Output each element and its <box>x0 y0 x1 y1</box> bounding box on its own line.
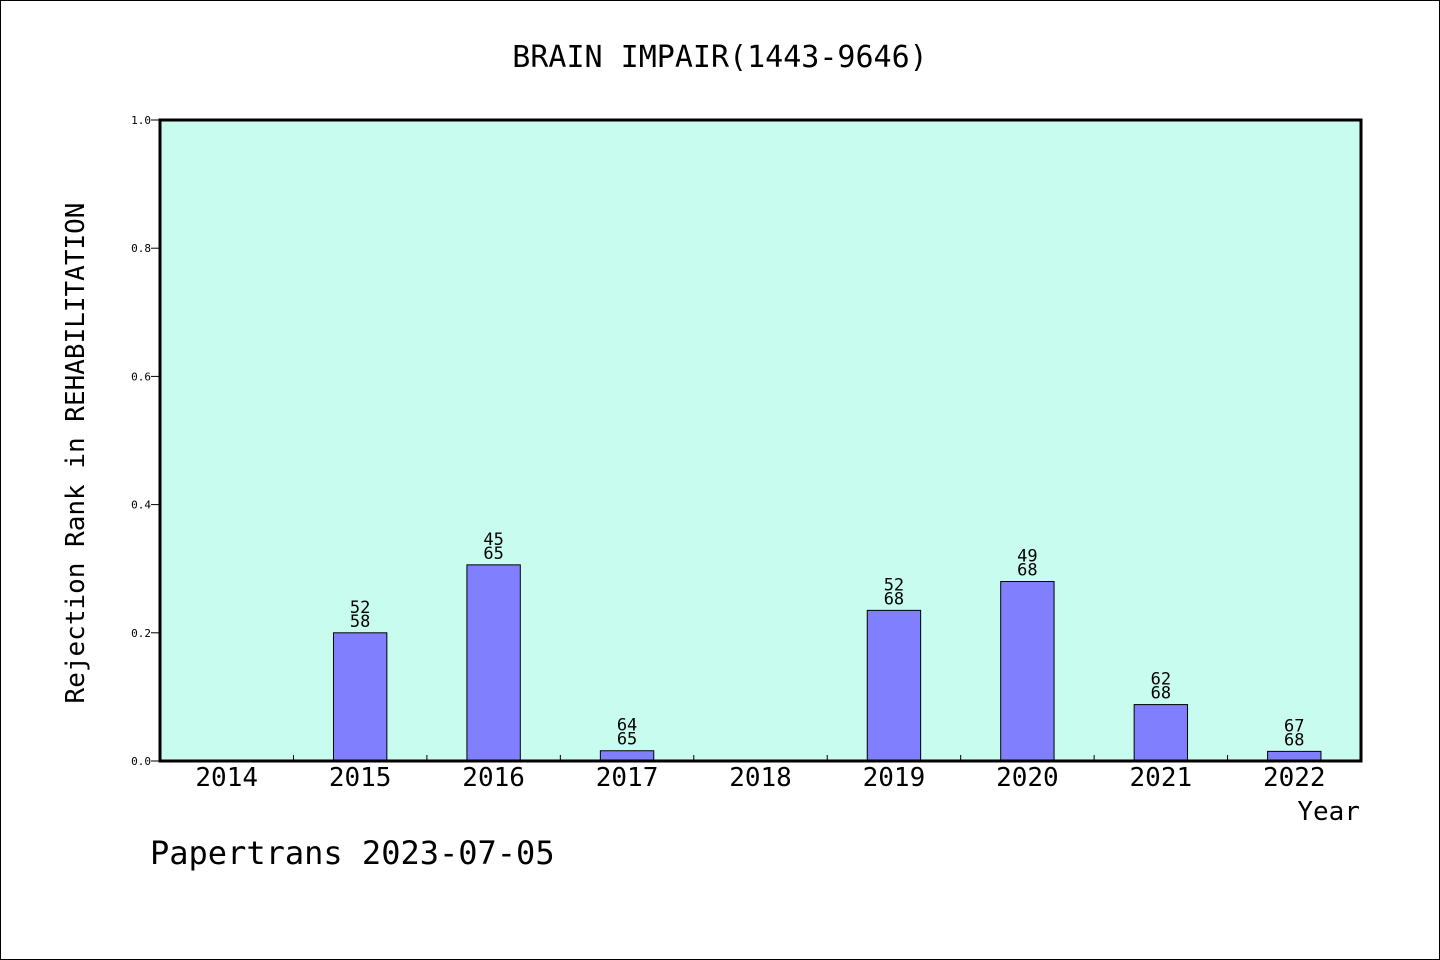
x-tick-label: 2020 <box>996 763 1059 793</box>
y-tick-label: 0.2 <box>131 627 151 640</box>
plot-border <box>158 118 1363 763</box>
bar <box>1133 704 1189 762</box>
bar <box>332 632 388 762</box>
bar-label-bottom: 68 <box>1151 684 1171 704</box>
bar <box>1000 581 1055 762</box>
bar-series <box>332 564 1322 762</box>
y-tick-label: 0.8 <box>131 242 151 255</box>
bar-label-bottom: 58 <box>350 612 370 632</box>
bar-label-top: 52 <box>350 598 370 618</box>
x-axis: 2014 2015 2016 2017 2018 2019 2020 2021 2022 <box>195 755 1326 793</box>
bar <box>599 750 655 762</box>
y-axis: 0.0 0.2 0.4 0.6 0.8 1.0 <box>131 114 160 768</box>
bar-label-top: 52 <box>884 575 904 595</box>
bar-label-bottom: 65 <box>617 730 637 750</box>
y-tick-label: 0.0 <box>131 755 151 768</box>
y-axis-label: Rejection Rank in REHABILITATION <box>61 203 91 704</box>
bar-label-bottom: 68 <box>1284 730 1304 750</box>
bar-label-top: 45 <box>483 530 503 550</box>
bar-label-bottom: 68 <box>1017 561 1037 581</box>
y-tick-label: 0.6 <box>131 370 151 383</box>
footer-credit: Papertrans 2023-07-05 <box>150 834 555 872</box>
y-tick-label: 1.0 <box>131 114 151 127</box>
x-tick-label: 2019 <box>863 763 926 793</box>
bar-label-top: 62 <box>1151 670 1171 690</box>
x-axis-label: Year <box>1297 797 1360 827</box>
bar <box>466 564 521 762</box>
bar-label-top: 67 <box>1284 716 1304 736</box>
x-tick-label: 2014 <box>195 763 258 793</box>
bar-label-top: 49 <box>1017 547 1037 567</box>
x-tick-label: 2016 <box>462 763 525 793</box>
x-tick-label: 2015 <box>329 763 392 793</box>
bar-label-bottom: 68 <box>884 589 904 609</box>
x-tick-label: 2022 <box>1263 763 1326 793</box>
bar-label-bottom: 65 <box>483 544 503 564</box>
bar-label-top: 64 <box>617 716 637 736</box>
x-tick-label: 2021 <box>1130 763 1193 793</box>
y-tick-label: 0.4 <box>131 499 151 512</box>
x-tick-label: 2018 <box>729 763 792 793</box>
chart-title: BRAIN IMPAIR(1443-9646) <box>512 40 927 75</box>
x-tick-label: 2017 <box>596 763 659 793</box>
bar <box>866 609 922 762</box>
